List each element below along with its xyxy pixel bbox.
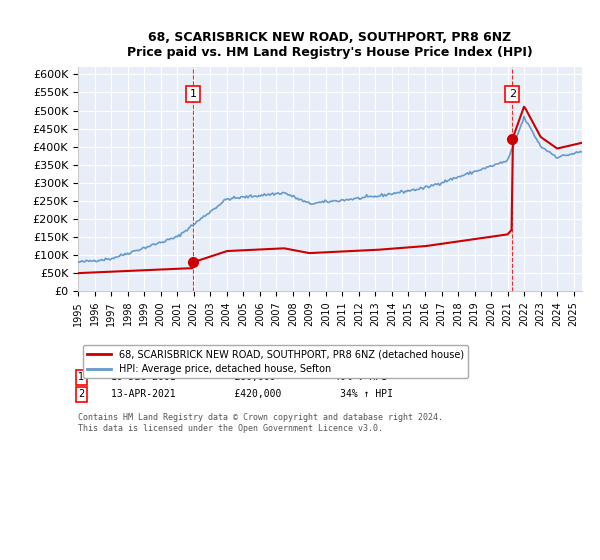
- Text: 2: 2: [78, 389, 84, 399]
- Text: Contains HM Land Registry data © Crown copyright and database right 2024.
This d: Contains HM Land Registry data © Crown c…: [78, 413, 443, 433]
- Text: 1: 1: [190, 89, 197, 99]
- Text: 2: 2: [509, 89, 516, 99]
- Text: 1: 1: [78, 372, 84, 382]
- Title: 68, SCARISBRICK NEW ROAD, SOUTHPORT, PR8 6NZ
Price paid vs. HM Land Registry's H: 68, SCARISBRICK NEW ROAD, SOUTHPORT, PR8…: [127, 31, 533, 59]
- Text: 19-DEC-2001          £80,000          40% ↓ HPI: 19-DEC-2001 £80,000 40% ↓ HPI: [111, 372, 387, 382]
- Text: 13-APR-2021          £420,000          34% ↑ HPI: 13-APR-2021 £420,000 34% ↑ HPI: [111, 389, 393, 399]
- Legend: 68, SCARISBRICK NEW ROAD, SOUTHPORT, PR8 6NZ (detached house), HPI: Average pric: 68, SCARISBRICK NEW ROAD, SOUTHPORT, PR8…: [83, 346, 468, 378]
